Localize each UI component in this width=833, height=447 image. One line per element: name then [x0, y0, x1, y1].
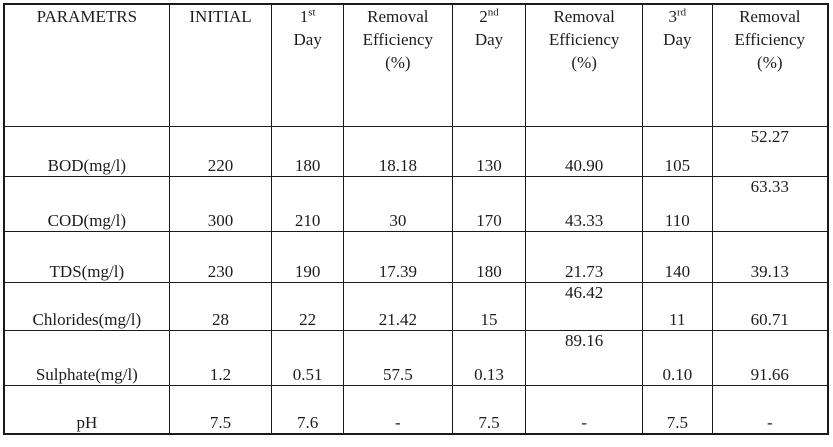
value-cell: 89.16 [525, 329, 644, 386]
value-cell: 110 [642, 175, 713, 232]
removal-2-line2: Efficiency [548, 30, 620, 49]
header-day-3: 3rd Day [642, 3, 713, 127]
value-cell: 7.5 [451, 384, 527, 435]
value-cell: 0.10 [642, 329, 713, 386]
day-1-label: Day [293, 30, 322, 49]
value-cell: 91.66 [711, 329, 829, 386]
removal-3-line2: Efficiency [734, 30, 806, 49]
param-cell: Sulphate(mg/l) [3, 329, 170, 386]
value-cell: - [711, 384, 829, 435]
value-cell: 15 [451, 281, 527, 331]
value-cell: 105 [642, 125, 713, 177]
value-cell: 11 [642, 281, 713, 331]
table-row-cod: COD(mg/l) 300 210 30 170 43.33 110 63.33 [3, 175, 829, 232]
value-cell: 22 [271, 281, 344, 331]
value-cell: 7.5 [642, 384, 713, 435]
value-cell: 210 [271, 175, 344, 232]
table-row-chlorides: Chlorides(mg/l) 28 22 21.42 15 46.42 11 … [3, 281, 829, 331]
header-removal-efficiency-1: Removal Efficiency (%) [342, 3, 453, 127]
removal-1-line2: Efficiency [362, 30, 434, 49]
value-cell: 17.39 [342, 230, 453, 283]
param-cell: pH [3, 384, 170, 435]
header-removal-efficiency-3: Removal Efficiency (%) [711, 3, 829, 127]
removal-1-line3: (%) [385, 53, 411, 72]
header-day-2: 2nd Day [451, 3, 527, 127]
value-cell: 1.2 [168, 329, 273, 386]
value-cell: 18.18 [342, 125, 453, 177]
table-row-bod: BOD(mg/l) 220 180 18.18 130 40.90 105 52… [3, 125, 829, 177]
day-2-label: Day [474, 30, 504, 49]
day-3-ordinal-suffix: rd [677, 6, 687, 19]
header-initial: INITIAL [168, 3, 273, 127]
value-cell: 60.71 [711, 281, 829, 331]
day-3-label: Day [663, 30, 692, 49]
day-3-number: 3 [668, 7, 678, 26]
removal-2-line3: (%) [571, 53, 597, 72]
value-cell: 170 [451, 175, 527, 232]
value-cell: - [525, 384, 644, 435]
value-cell: 0.13 [451, 329, 527, 386]
param-cell: Chlorides(mg/l) [3, 281, 170, 331]
day-1-number: 1 [299, 7, 309, 26]
value-cell: 220 [168, 125, 273, 177]
removal-3-line3: (%) [757, 53, 783, 72]
removal-1-line1: Removal [367, 7, 429, 26]
table-row-tds: TDS(mg/l) 230 190 17.39 180 21.73 140 39… [3, 230, 829, 283]
param-cell: BOD(mg/l) [3, 125, 170, 177]
value-cell: 190 [271, 230, 344, 283]
value-cell: 28 [168, 281, 273, 331]
table-row-sulphate: Sulphate(mg/l) 1.2 0.51 57.5 0.13 89.16 … [3, 329, 829, 386]
header-day-1: 1st Day [271, 3, 344, 127]
value-cell: 30 [342, 175, 453, 232]
value-cell: 63.33 [711, 175, 829, 232]
day-2-number: 2 [479, 7, 488, 26]
header-removal-efficiency-2: Removal Efficiency (%) [525, 3, 644, 127]
param-cell: TDS(mg/l) [3, 230, 170, 283]
header-parameters: PARAMETRS [3, 3, 170, 127]
results-table: PARAMETRS INITIAL 1st Day Removal Effici… [3, 3, 829, 435]
day-1-ordinal-suffix: st [308, 6, 316, 19]
value-cell: 21.73 [525, 230, 644, 283]
day-2-ordinal-suffix: nd [487, 6, 499, 19]
table-row-ph: pH 7.5 7.6 - 7.5 - 7.5 - [3, 384, 829, 435]
value-cell: 52.27 [711, 125, 829, 177]
value-cell: 7.6 [271, 384, 344, 435]
removal-3-line1: Removal [739, 7, 801, 26]
param-cell: COD(mg/l) [3, 175, 170, 232]
value-cell: 40.90 [525, 125, 644, 177]
value-cell: 21.42 [342, 281, 453, 331]
value-cell: 140 [642, 230, 713, 283]
removal-2-line1: Removal [553, 7, 615, 26]
value-cell: 7.5 [168, 384, 273, 435]
value-cell: 39.13 [711, 230, 829, 283]
value-cell: 43.33 [525, 175, 644, 232]
value-cell: 180 [451, 230, 527, 283]
value-cell: 230 [168, 230, 273, 283]
value-cell: 300 [168, 175, 273, 232]
value-cell: 57.5 [342, 329, 453, 386]
value-cell: 0.51 [271, 329, 344, 386]
value-cell: 180 [271, 125, 344, 177]
value-cell: - [342, 384, 453, 435]
value-cell: 130 [451, 125, 527, 177]
table-header-row: PARAMETRS INITIAL 1st Day Removal Effici… [3, 3, 829, 127]
value-cell: 46.42 [525, 281, 644, 331]
